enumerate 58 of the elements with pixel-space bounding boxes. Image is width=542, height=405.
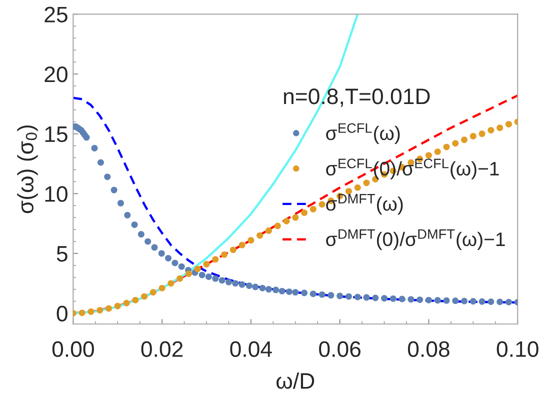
point [274, 222, 281, 230]
point [434, 148, 441, 155]
x-tick-label: 0.08 [408, 341, 450, 357]
point [301, 209, 308, 216]
point [345, 188, 352, 194]
x-axis-title: ω/D [276, 372, 314, 389]
y-tick-label: 5 [56, 246, 68, 262]
y-axis-title: σ(ω) (σ$_{0}$) [17, 125, 38, 214]
point [363, 180, 370, 186]
point [194, 266, 201, 272]
y-tick-label: 25 [44, 6, 68, 22]
point [310, 206, 316, 212]
point [185, 270, 192, 278]
legend-label: σ$^{ECFL}$(ω) [326, 123, 400, 144]
point [176, 275, 184, 282]
point [488, 126, 494, 134]
point [238, 242, 246, 248]
point [221, 251, 228, 258]
point [96, 306, 104, 314]
point [443, 144, 450, 150]
point [114, 302, 121, 310]
point [158, 284, 166, 292]
x-tick-label: 0.06 [319, 341, 360, 357]
point [123, 300, 130, 306]
x-tick-label: 0.02 [141, 341, 183, 357]
point [78, 310, 86, 316]
point [505, 120, 512, 128]
point [150, 289, 156, 296]
point [425, 152, 432, 159]
x-tick-label: 0.10 [496, 341, 538, 357]
point [318, 201, 326, 208]
point [292, 214, 299, 221]
legend-label: σ$^{DMFT}$(ω) [326, 194, 403, 215]
y-tick-label: 15 [45, 126, 68, 142]
point [248, 237, 254, 244]
point [265, 227, 272, 234]
y-tick-label: 10 [45, 186, 68, 202]
point [105, 305, 112, 312]
point [256, 232, 264, 239]
point [141, 293, 148, 300]
point [203, 260, 210, 268]
point [354, 184, 361, 191]
point [88, 308, 94, 315]
x-tick-label: 0.04 [230, 341, 272, 357]
point [230, 246, 236, 254]
point [168, 280, 174, 287]
legend-label: σ$^{DMFT}$(0)/σ$^{DMFT}$(ω)−1 [326, 229, 505, 250]
point [132, 296, 139, 304]
y-tick-label: 20 [44, 66, 68, 82]
point [461, 136, 468, 144]
point [212, 256, 219, 263]
point [283, 218, 290, 224]
point [478, 130, 486, 138]
point [496, 124, 504, 132]
y-tick-label: 0 [56, 306, 68, 322]
point [470, 132, 476, 140]
x-tick-label: 0.00 [52, 341, 94, 357]
point [452, 140, 459, 147]
